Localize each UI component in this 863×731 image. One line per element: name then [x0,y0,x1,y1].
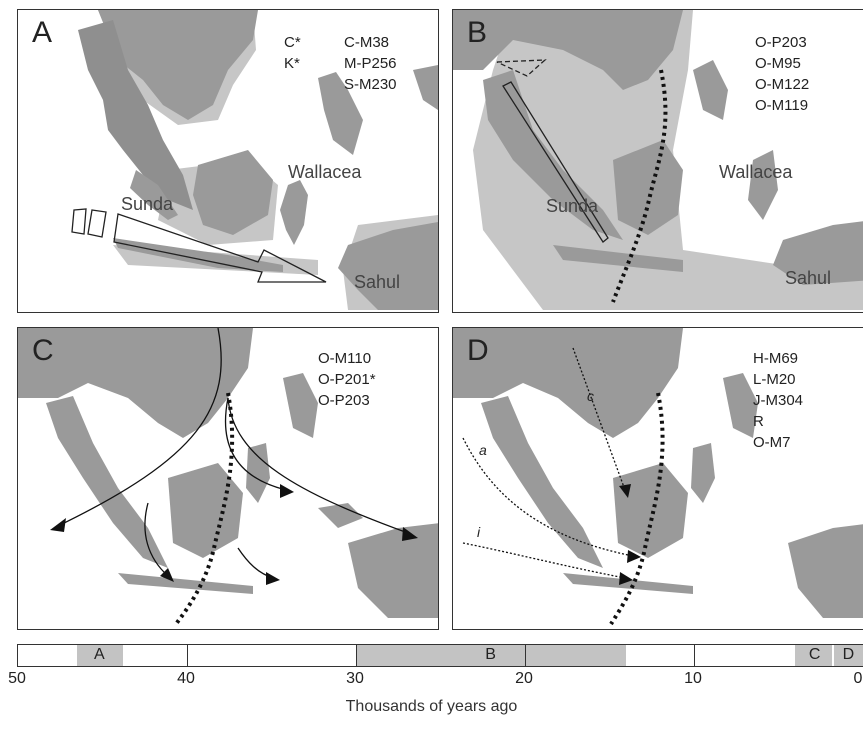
wallace-line [174,392,235,626]
marker-list: O-P203 O-M95 O-M122 O-M119 [755,34,810,114]
route-label-c: c [587,388,594,404]
marker-list: O-M110 O-P201* O-P203 [318,350,376,409]
timeline-tick-label: 20 [515,670,533,687]
timeline-tick-label: 10 [684,670,702,687]
migration-arrow-a [71,208,327,283]
map-b-svg [453,10,863,310]
sumatra-box-1 [71,208,87,235]
migration-arrow-head [496,59,547,77]
timeline-period-label: D [842,646,855,663]
arrow-path-1 [57,328,222,527]
timeline-period-b [356,645,627,666]
region-label-wallacea: Wallacea [288,162,362,182]
timeline-period-label: B [485,646,496,663]
migration-arrows-d [462,347,634,579]
timeline-period-c [795,645,833,666]
map-a-svg [71,10,438,310]
arrow-heads [619,484,641,585]
route-label-i: i [477,524,481,540]
timeline-period-label: C [808,646,821,663]
region-label-sunda: Sunda [121,194,174,214]
timeline-tick-label: 50 [8,670,26,687]
map-panel-a: A C* K* C-M38 M-P256 S-M230 Sunda Wallac… [17,9,439,313]
timeline-period-d [834,645,863,666]
timeline-tick-label: 30 [346,670,364,687]
arrow-path-4 [144,502,169,577]
marker-list-left: C* K* [284,34,301,72]
timeline-tick [356,645,358,666]
arrow-heads [50,484,418,585]
timeline-tick [187,645,189,666]
panel-letter: A [32,16,53,49]
timeline-bar: A B C D [17,644,863,667]
route-a [462,437,634,557]
region-label-sahul: Sahul [354,272,401,292]
region-label-sunda: Sunda [546,196,599,216]
marker-list-right: C-M38 M-P256 S-M230 [344,34,397,93]
migration-arrow-b [496,59,609,243]
timeline-period-a [77,645,123,666]
panel-letter: B [467,16,488,49]
route-label-a: a [479,442,487,458]
region-label-sahul: Sahul [785,268,832,288]
route-c [572,347,626,491]
panel-letter: C [32,334,54,367]
sumatra-box-2 [87,209,107,238]
region-label-wallacea: Wallacea [719,162,793,182]
timeline-tick-label: 40 [177,670,195,687]
timeline-axis-title: Thousands of years ago [345,698,518,715]
timeline-tick [694,645,696,666]
timeline-tick-label: 0 [853,670,863,687]
land-areas [453,10,863,285]
arrow-path-2 [224,397,287,491]
marker-list: H-M69 L-M20 J-M304 R O-M7 [753,350,804,451]
land-areas [453,328,863,618]
migration-arrows-c [57,328,409,579]
wallace-line [609,392,665,626]
migration-arrow [113,213,327,283]
arrow-path-3 [227,397,409,534]
land-areas [78,10,438,310]
panel-letter: D [467,334,489,367]
map-c-svg [18,328,438,626]
map-panel-b: B O-P203 O-M95 O-M122 O-M119 Sunda Walla… [452,9,863,313]
land-areas [18,328,438,618]
map-panel-d: D H-M69 L-M20 J-M304 R O-M7 c a i [452,327,863,630]
map-panel-c: C O-M110 O-P201* O-P203 [17,327,439,630]
timeline-tick [525,645,527,666]
migration-arrow-shaft [502,81,609,243]
timeline-period-label: A [93,646,105,663]
map-d-svg [453,328,863,626]
route-i [462,542,626,579]
